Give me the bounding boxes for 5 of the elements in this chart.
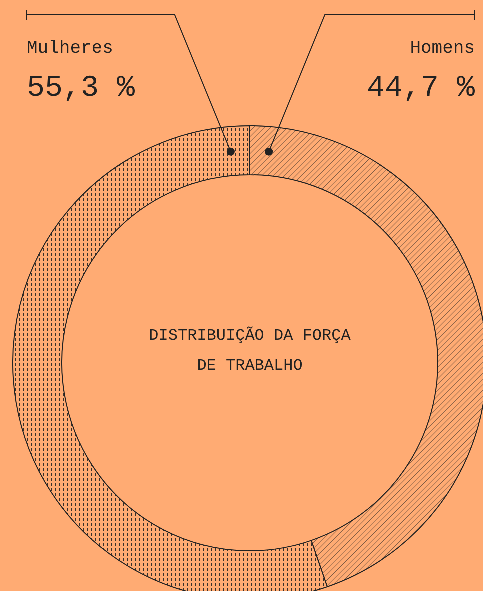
data-label: 44,7 % (366, 72, 476, 106)
legend-label: Mulheres (27, 39, 114, 59)
data-label: 55,3 % (27, 72, 136, 106)
legend-label: Homens (410, 39, 475, 59)
text: DISTRIBUIÇÃO DA FORÇA DE TRABALHO (149, 326, 352, 375)
